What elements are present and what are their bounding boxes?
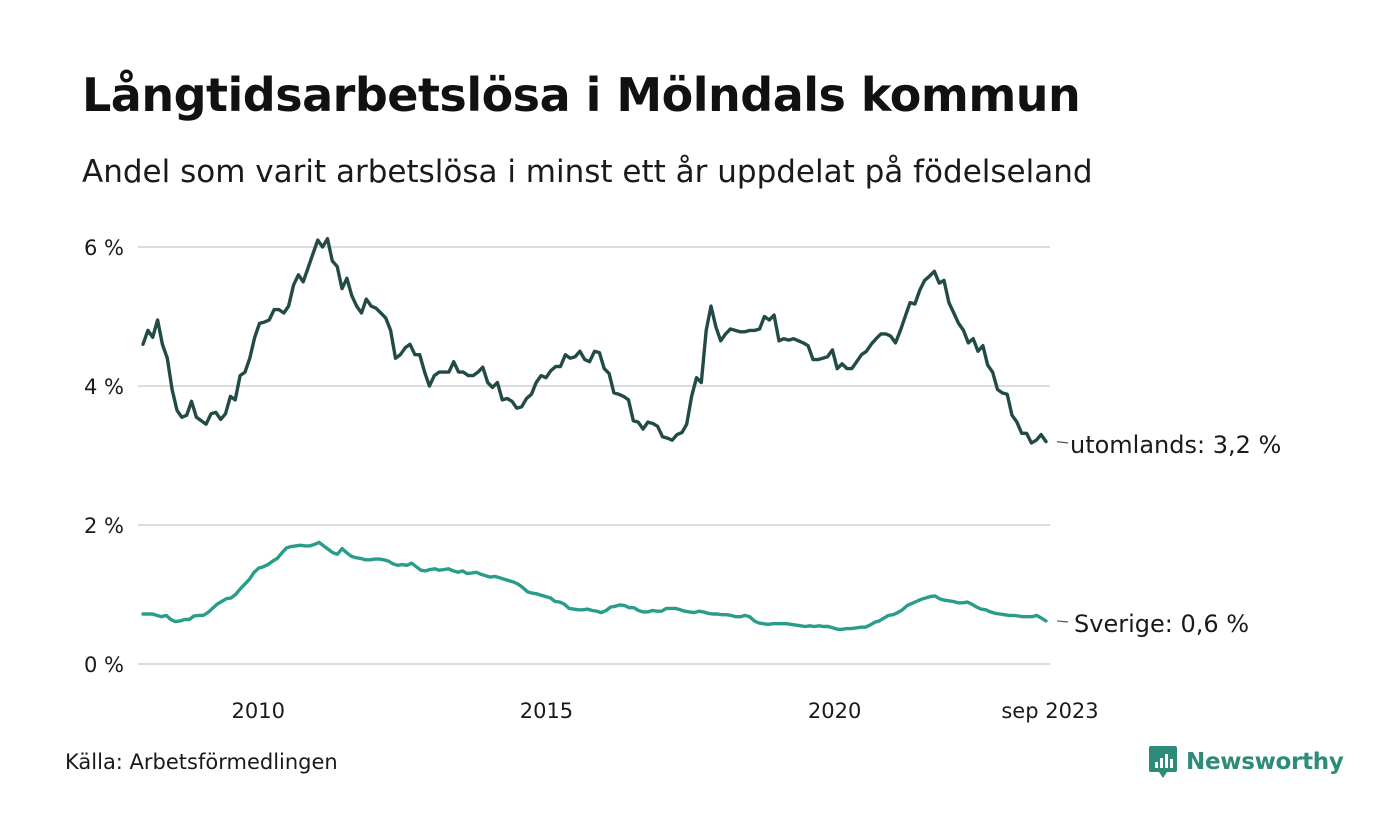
label-connector [1056,441,1069,444]
chart-subtitle: Andel som varit arbetslösa i minst ett å… [82,154,1093,190]
x-tick-label: sep 2023 [1001,699,1098,723]
y-axis-labels: 0 % 2 % 4 % 6 % [84,236,124,677]
y-tick-label: 6 % [84,236,124,260]
y-tick-label: 2 % [84,514,124,538]
x-axis-labels: 2010 2015 2020 sep 2023 [232,699,1099,723]
chart-grid [138,246,1050,665]
label-connector [1056,620,1069,623]
x-tick-label: 2010 [232,699,285,723]
chart-series [141,236,1048,631]
x-tick-label: 2020 [808,699,861,723]
series-end-label-sverige: Sverige: 0,6 % [1074,610,1249,638]
newsworthy-logo-icon [1149,746,1177,778]
brand-name: Newsworthy [1186,749,1344,775]
series-line-utomlands [141,236,1048,445]
series-line-sverige [141,540,1048,631]
brand-logo: Newsworthy [1148,744,1344,780]
x-tick-label: 2015 [520,699,573,723]
chart-title: Långtidsarbetslösa i Mölndals kommun [82,68,1081,122]
y-tick-label: 0 % [84,653,124,677]
series-end-label-utomlands: utomlands: 3,2 % [1070,431,1281,459]
source-note: Källa: Arbetsförmedlingen [65,750,338,774]
y-tick-label: 4 % [84,375,124,399]
series-end-labels: utomlands: 3,2 % Sverige: 0,6 % [1056,431,1281,638]
